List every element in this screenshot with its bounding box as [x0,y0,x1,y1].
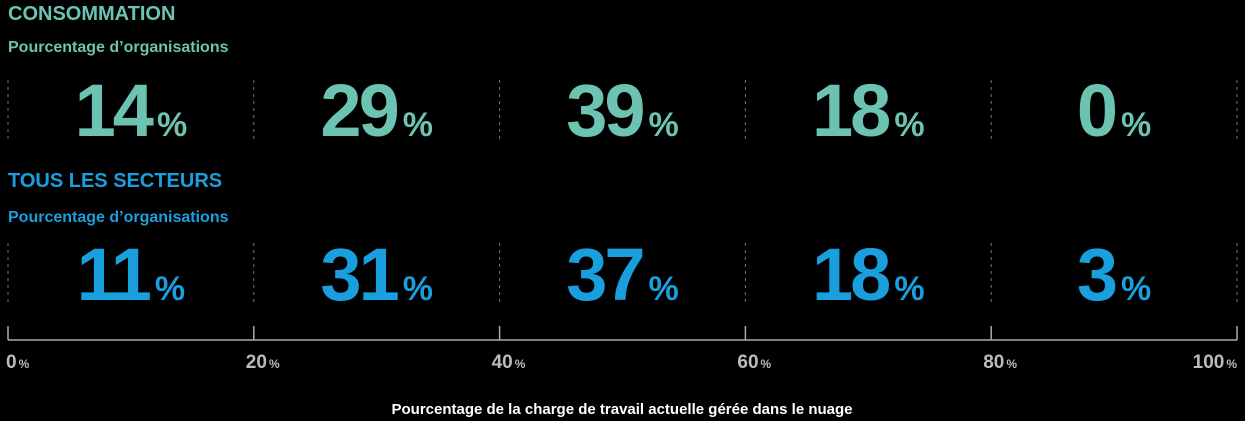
x-tick-number: 60 [737,352,758,373]
series-title: TOUS LES SECTEURS [8,170,222,192]
value-unit: % [649,106,679,144]
x-tick-unit: % [761,357,772,371]
value-label: 11% [77,233,185,316]
x-tick-label: 100% [1193,352,1238,373]
value-number: 18 [812,233,889,316]
x-tick-number: 80 [983,352,1004,373]
x-tick-unit: % [1226,357,1237,371]
value-unit: % [403,270,433,308]
value-unit: % [157,106,187,144]
x-tick-label: 80% [983,352,1017,373]
value-number: 29 [320,69,397,152]
x-tick-unit: % [269,357,280,371]
x-tick-number: 40 [492,352,513,373]
value-unit: % [155,270,185,308]
x-tick-unit: % [19,357,30,371]
x-tick-unit: % [515,357,526,371]
x-tick-number: 20 [246,352,267,373]
value-number: 11 [77,233,151,316]
value-number: 31 [320,233,398,316]
series-title: CONSOMMATION [8,3,175,25]
value-unit: % [1121,106,1151,144]
value-number: 3 [1077,233,1116,316]
value-unit: % [1121,270,1151,308]
value-unit: % [403,106,433,144]
value-number: 37 [566,233,642,316]
value-label: 29% [320,69,433,152]
value-label: 14% [75,69,188,152]
value-unit: % [894,270,924,308]
x-tick-label: 0% [6,352,30,373]
value-label: 31% [320,233,433,316]
value-label: 37% [566,233,679,316]
x-axis-label: Pourcentage de la charge de travail actu… [391,401,852,418]
x-tick-unit: % [1006,357,1017,371]
value-label: 18% [812,69,925,152]
value-label: 39% [566,69,679,152]
value-number: 14 [75,69,154,152]
value-unit: % [894,106,924,144]
series-subtitle: Pourcentage d’organisations [8,209,229,226]
value-label: 3% [1077,233,1151,316]
x-tick-label: 60% [737,352,771,373]
x-tick-label: 20% [246,352,280,373]
x-tick-label: 40% [492,352,526,373]
series-subtitle: Pourcentage d’organisations [8,39,229,56]
value-label: 0% [1077,69,1151,152]
value-label: 18% [812,233,925,316]
x-tick-number: 100 [1193,352,1225,373]
x-tick-number: 0 [6,352,17,373]
value-number: 18 [812,69,889,152]
value-number: 0 [1077,69,1116,152]
value-unit: % [649,270,679,308]
value-number: 39 [566,69,643,152]
